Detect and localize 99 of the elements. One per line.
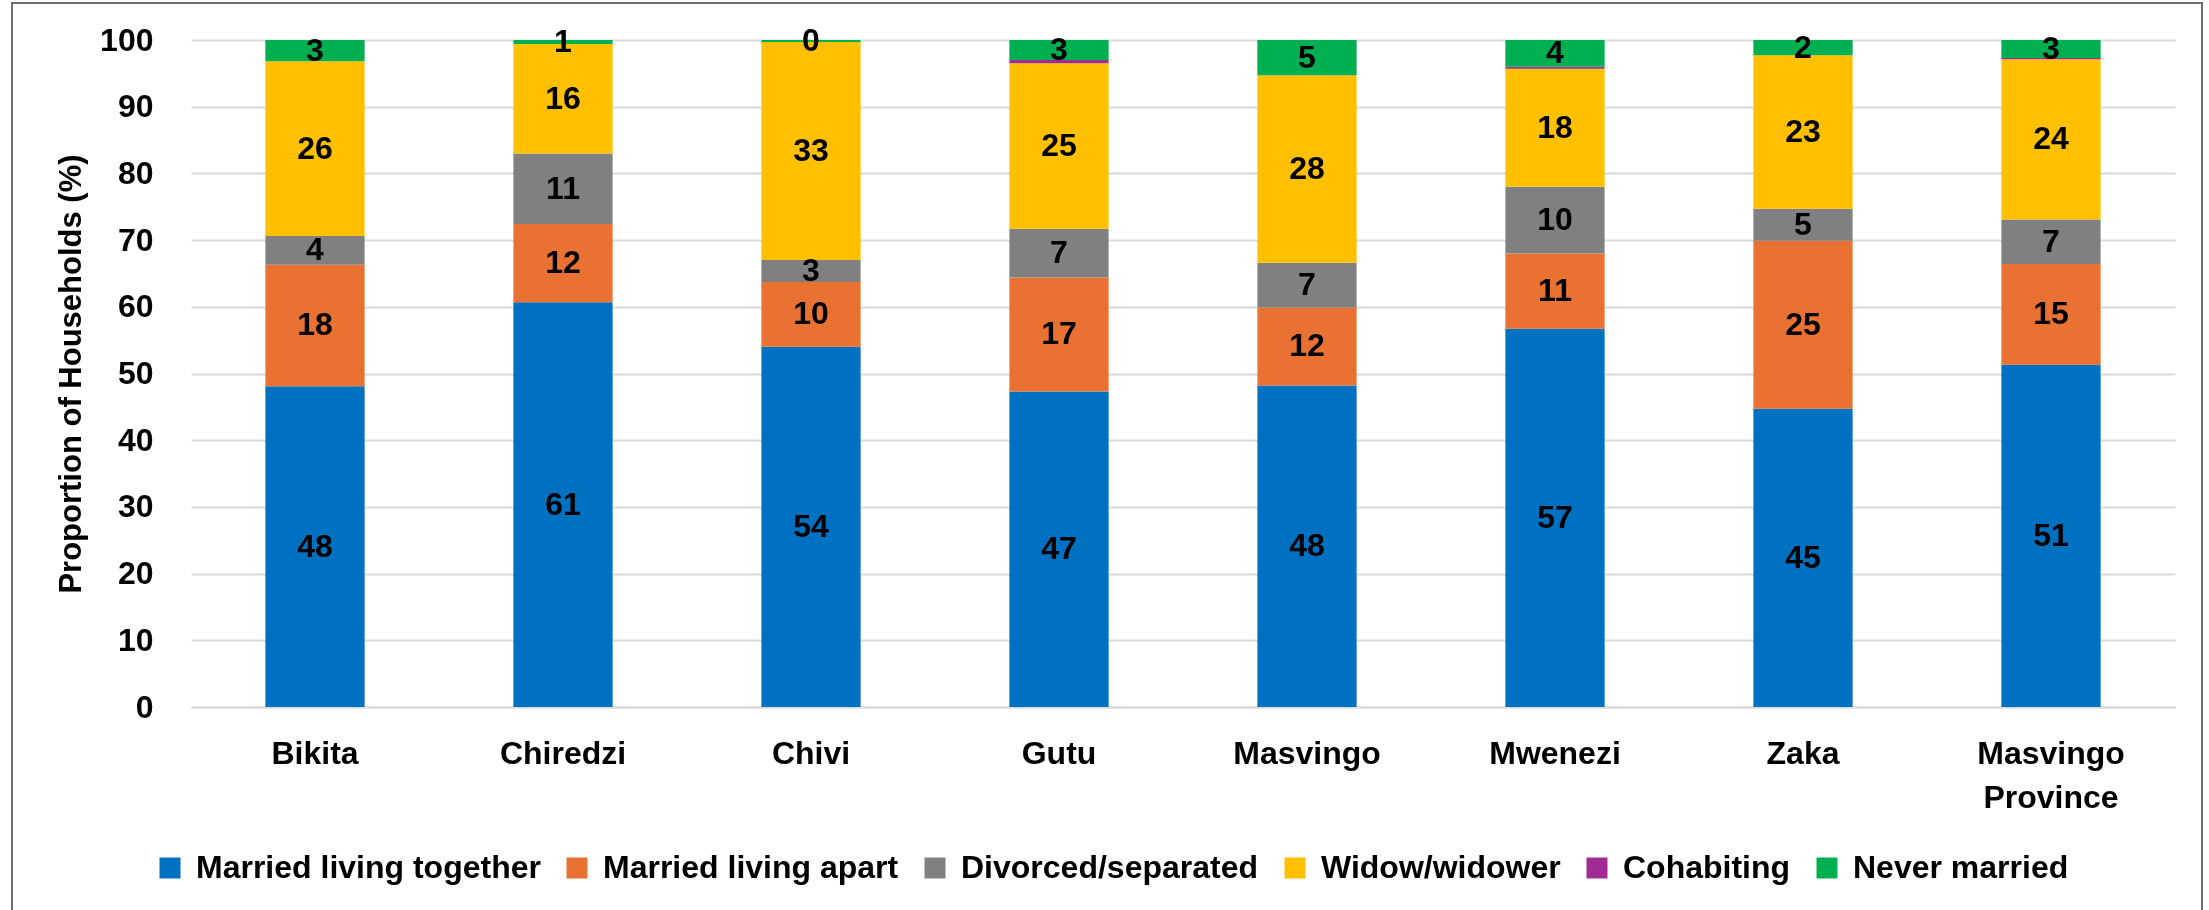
y-tick-label: 50	[117, 355, 154, 391]
data-label: 15	[2033, 295, 2069, 332]
data-label: 23	[1785, 113, 1821, 150]
bar	[1257, 262, 1357, 308]
y-tick-label: 100	[100, 21, 154, 58]
bar	[1009, 63, 1109, 229]
data-label: 7	[1298, 266, 1316, 303]
x-tick-label: Chivi	[771, 734, 851, 771]
bar	[265, 264, 365, 387]
y-tick-label: 60	[117, 288, 154, 325]
bar	[1753, 408, 1853, 707]
data-label: 4	[306, 231, 325, 268]
bar	[1505, 66, 1605, 69]
data-label: 11	[546, 169, 580, 206]
bar	[1753, 240, 1853, 409]
data-label: 7	[1050, 234, 1068, 271]
legend-label: Never married	[1853, 849, 2069, 885]
data-label: 61	[545, 485, 581, 522]
data-label: 33	[793, 132, 829, 169]
bar	[1257, 307, 1357, 386]
legend-label: Married living together	[196, 849, 541, 885]
x-tick-label: Chiredzi	[499, 734, 627, 771]
data-label: 3	[2042, 30, 2060, 66]
bar	[1505, 328, 1605, 707]
data-label: 18	[297, 306, 333, 343]
bar	[1009, 228, 1109, 278]
data-label: 1	[554, 23, 572, 59]
bar	[1257, 40, 1357, 76]
data-label: 18	[1537, 108, 1573, 145]
y-tick-label: 70	[117, 221, 154, 258]
data-label: 51	[2033, 516, 2069, 553]
bar	[1009, 40, 1109, 61]
bar	[761, 282, 861, 347]
bar	[1505, 68, 1605, 187]
data-label: 16	[545, 79, 581, 116]
data-label: 45	[1785, 538, 1821, 575]
x-tick-label: Masvingo Province	[1977, 734, 2125, 815]
x-tick-label: Bikita	[271, 734, 359, 771]
bar	[265, 236, 365, 265]
legend-label: Divorced/separated	[961, 849, 1259, 885]
data-label: 54	[793, 507, 829, 544]
bar	[513, 302, 613, 707]
bar	[2001, 219, 2101, 265]
bar	[513, 153, 613, 225]
data-label: 25	[1041, 127, 1077, 164]
data-label: 28	[1289, 150, 1325, 187]
bar	[2001, 264, 2101, 365]
bar	[265, 386, 365, 707]
x-tick-label: Gutu	[1021, 734, 1097, 771]
data-label: 48	[297, 527, 333, 564]
y-tick-label: 20	[117, 555, 154, 592]
data-label: 47	[1041, 530, 1077, 567]
data-label: 10	[793, 295, 829, 332]
data-label: 12	[545, 244, 581, 281]
data-label: 25	[1785, 305, 1821, 342]
data-label: 10	[1537, 201, 1573, 238]
y-tick-label: 80	[117, 154, 154, 191]
data-label: 4	[1546, 34, 1565, 71]
bar	[761, 260, 861, 283]
legend-label: Married living apart	[603, 849, 899, 885]
data-label: 48	[1289, 527, 1325, 564]
data-label: 5	[1794, 205, 1812, 242]
data-label: 26	[297, 129, 333, 166]
bar	[1505, 40, 1605, 67]
bar	[1505, 253, 1605, 329]
legend-label: Widow/widower	[1321, 849, 1561, 885]
y-tick-label: 10	[117, 621, 154, 658]
data-label: 3	[1050, 31, 1068, 67]
x-tick-label: Zaka	[1766, 734, 1840, 771]
y-tick-label: 30	[117, 488, 154, 525]
bar	[1257, 385, 1357, 707]
data-label: 24	[2033, 120, 2069, 157]
data-label: 17	[1041, 315, 1077, 352]
x-tick-label: Masvingo	[1233, 734, 1381, 771]
data-label: 12	[1289, 327, 1325, 364]
y-tick-label: 90	[117, 88, 154, 125]
bar	[265, 61, 365, 237]
bar	[2001, 364, 2101, 707]
data-label: 57	[1537, 498, 1573, 535]
data-label: 11	[1538, 272, 1572, 309]
bar	[1505, 186, 1605, 254]
data-label: 0	[802, 22, 820, 58]
bar	[1009, 391, 1109, 707]
y-tick-label: 40	[117, 421, 154, 458]
legend-label: Cohabiting	[1623, 849, 1791, 885]
bar	[1257, 75, 1357, 263]
y-axis-title: Proportion of Households (%)	[53, 154, 89, 594]
data-label: 7	[2042, 222, 2060, 259]
data-label: 3	[306, 31, 324, 68]
bar	[513, 224, 613, 303]
bar	[2001, 59, 2101, 220]
x-tick-label: Mwenezi	[1489, 734, 1621, 771]
bar	[761, 346, 861, 707]
bar	[1753, 208, 1853, 241]
y-tick-label: 0	[135, 688, 154, 725]
data-label: 5	[1298, 38, 1316, 75]
bar	[1009, 277, 1109, 392]
bar	[1009, 60, 1109, 64]
data-label: 3	[802, 252, 820, 289]
